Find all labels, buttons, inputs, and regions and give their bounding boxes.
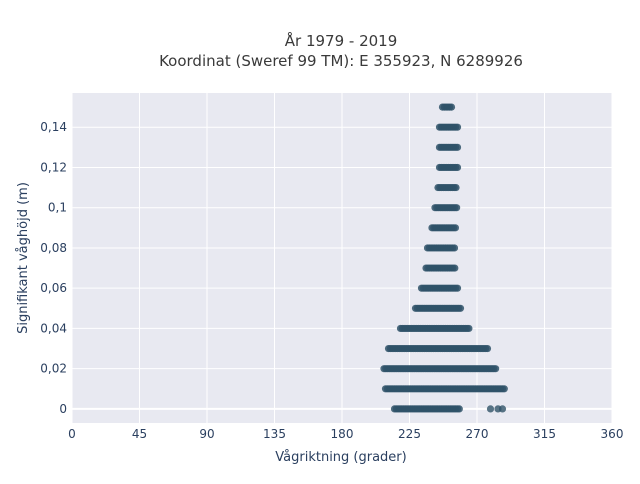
points-layer bbox=[380, 103, 508, 413]
data-point bbox=[483, 344, 492, 353]
data-point bbox=[453, 204, 461, 212]
y-tick-label: 0,06 bbox=[40, 281, 67, 295]
data-point bbox=[486, 405, 495, 413]
data-point bbox=[456, 304, 465, 312]
data-point bbox=[452, 183, 460, 192]
data-point bbox=[451, 224, 459, 232]
y-tick-label: 0,04 bbox=[40, 321, 67, 335]
y-tick-label: 0,12 bbox=[40, 160, 67, 174]
data-point bbox=[450, 244, 459, 252]
x-axis-label: Vågriktning (grader) bbox=[275, 450, 406, 465]
chart-title-line2: Koordinat (Sweref 99 TM): E 355923, N 62… bbox=[159, 52, 523, 70]
x-tick-label: 225 bbox=[398, 427, 421, 441]
y-tick-label: 0,1 bbox=[48, 201, 67, 215]
y-tick-label: 0,08 bbox=[40, 241, 67, 255]
y-tick-label: 0 bbox=[59, 402, 67, 416]
x-tick-label: 360 bbox=[601, 427, 624, 441]
data-point bbox=[453, 163, 462, 172]
data-point bbox=[451, 264, 459, 272]
y-axis-ticks: 0 0,02 0,04 0,06 0,08 0,1 0,12 0,14 bbox=[40, 120, 67, 416]
x-tick-label: 270 bbox=[466, 427, 489, 441]
x-tick-label: 0 bbox=[68, 427, 76, 441]
data-point bbox=[447, 103, 456, 111]
x-tick-label: 180 bbox=[331, 427, 354, 441]
x-tick-label: 315 bbox=[533, 427, 556, 441]
y-tick-label: 0,14 bbox=[40, 120, 67, 134]
chart-title-line1: År 1979 - 2019 bbox=[285, 31, 398, 50]
data-point bbox=[465, 324, 473, 333]
data-point bbox=[453, 123, 462, 131]
data-point bbox=[453, 143, 462, 151]
data-point bbox=[492, 365, 500, 373]
data-point bbox=[500, 385, 508, 393]
x-tick-label: 135 bbox=[263, 427, 286, 441]
x-axis-ticks: 0 45 90 135 180 225 270 315 360 bbox=[68, 427, 623, 441]
y-tick-label: 0,02 bbox=[40, 362, 67, 376]
data-point bbox=[498, 405, 507, 413]
y-axis-label: Signifikant våghöjd (m) bbox=[16, 182, 31, 334]
x-tick-label: 90 bbox=[199, 427, 214, 441]
x-tick-label: 45 bbox=[132, 427, 147, 441]
data-point bbox=[455, 405, 463, 413]
data-point bbox=[453, 284, 462, 292]
grid-layer bbox=[71, 93, 613, 423]
